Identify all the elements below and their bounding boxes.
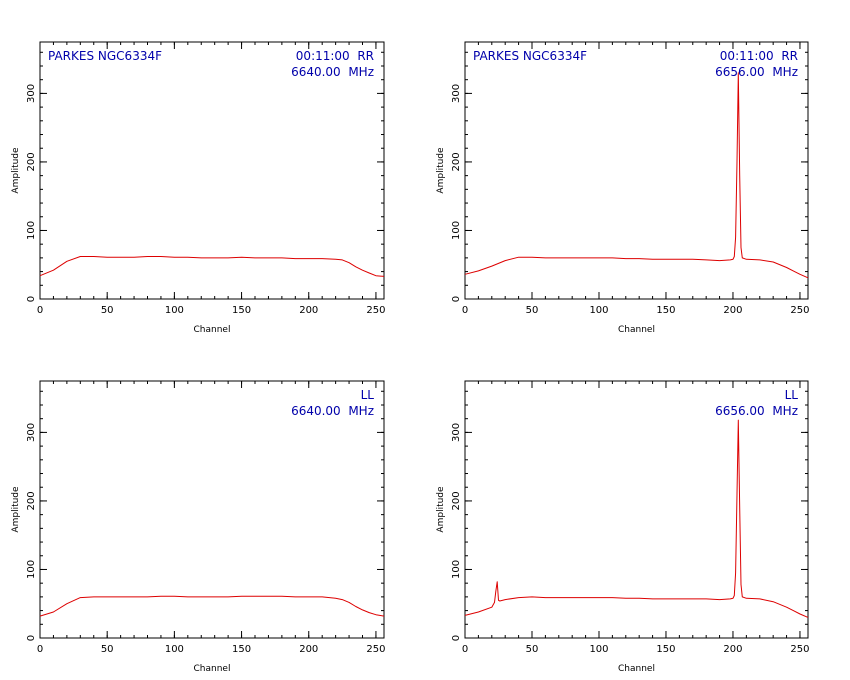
spectrum-line-1 bbox=[39, 256, 385, 277]
spectrum-line-1 bbox=[39, 595, 385, 617]
x-tick-label: 200 bbox=[723, 305, 742, 316]
x-tick-label: 150 bbox=[656, 644, 675, 655]
spectrum-panel-1: 0 50 100 150 200 250 0 100 200 300 Channel Amplitud… bbox=[11, 41, 385, 335]
x-axis-title: Channel bbox=[618, 325, 655, 335]
y-axis-title: Amplitude bbox=[11, 486, 21, 533]
y-tick-label: 200 bbox=[451, 152, 462, 171]
spectrum-panel-2: 0 50 100 150 200 250 0 100 200 300 Channel Amplitud… bbox=[436, 41, 810, 335]
time-polarization-label: LL bbox=[785, 388, 799, 402]
x-tick-label: 250 bbox=[790, 305, 809, 316]
x-tick-label: 150 bbox=[232, 644, 251, 655]
spectrum-panel-3: 0 50 100 150 200 250 0 100 200 300 Channel Amplitud… bbox=[11, 380, 385, 674]
x-tick-label: 50 bbox=[526, 305, 539, 316]
x-tick-label: 100 bbox=[165, 305, 184, 316]
spectrum-line-1 bbox=[464, 72, 809, 279]
y-tick-label: 200 bbox=[26, 152, 37, 171]
source-name-label: PARKES NGC6334F bbox=[473, 49, 587, 63]
plot-frame bbox=[464, 41, 809, 300]
plot-frame bbox=[464, 380, 809, 639]
y-tick-label: 300 bbox=[26, 84, 37, 103]
time-polarization-label: 00:11:00 RR bbox=[296, 49, 374, 63]
y-tick-label: 0 bbox=[451, 296, 462, 302]
y-tick-label: 300 bbox=[451, 423, 462, 442]
x-axis-title: Channel bbox=[194, 325, 231, 335]
y-tick-label: 300 bbox=[26, 423, 37, 442]
x-tick-label: 0 bbox=[37, 644, 43, 655]
x-tick-label: 100 bbox=[589, 305, 608, 316]
x-tick-label: 0 bbox=[462, 644, 468, 655]
x-tick-label: 50 bbox=[101, 644, 114, 655]
x-tick-label: 200 bbox=[299, 305, 318, 316]
time-polarization-label: LL bbox=[361, 388, 375, 402]
y-tick-label: 0 bbox=[26, 635, 37, 641]
y-tick-label: 200 bbox=[451, 491, 462, 510]
x-tick-label: 100 bbox=[589, 644, 608, 655]
y-tick-label: 100 bbox=[26, 221, 37, 240]
source-name-label: PARKES NGC6334F bbox=[48, 49, 162, 63]
x-tick-label: 150 bbox=[232, 305, 251, 316]
x-tick-label: 150 bbox=[656, 305, 675, 316]
x-tick-label: 50 bbox=[526, 644, 539, 655]
frequency-label: 6640.00 MHz bbox=[291, 65, 374, 79]
x-tick-label: 200 bbox=[723, 644, 742, 655]
y-axis-title: Amplitude bbox=[436, 147, 446, 194]
frequency-label: 6656.00 MHz bbox=[715, 65, 798, 79]
x-tick-label: 250 bbox=[790, 644, 809, 655]
x-tick-label: 0 bbox=[37, 305, 43, 316]
x-tick-label: 100 bbox=[165, 644, 184, 655]
y-tick-label: 200 bbox=[26, 491, 37, 510]
spectrum-line-1 bbox=[464, 419, 809, 618]
y-tick-label: 100 bbox=[26, 560, 37, 579]
y-axis-title: Amplitude bbox=[436, 486, 446, 533]
frequency-label: 6656.00 MHz bbox=[715, 404, 798, 418]
y-tick-label: 0 bbox=[26, 296, 37, 302]
x-tick-label: 50 bbox=[101, 305, 114, 316]
x-axis-title: Channel bbox=[618, 664, 655, 674]
x-tick-label: 200 bbox=[299, 644, 318, 655]
x-tick-label: 250 bbox=[366, 305, 385, 316]
y-tick-label: 300 bbox=[451, 84, 462, 103]
y-axis-title: Amplitude bbox=[11, 147, 21, 194]
frequency-label: 6640.00 MHz bbox=[291, 404, 374, 418]
plot-frame bbox=[39, 41, 385, 300]
x-axis-title: Channel bbox=[194, 664, 231, 674]
time-polarization-label: 00:11:00 RR bbox=[720, 49, 798, 63]
spectrum-panel-4: 0 50 100 150 200 250 0 100 200 300 Channel Amplitud… bbox=[436, 380, 810, 674]
x-tick-label: 250 bbox=[366, 644, 385, 655]
plot-frame bbox=[39, 380, 385, 639]
y-tick-label: 100 bbox=[451, 221, 462, 240]
y-tick-label: 0 bbox=[451, 635, 462, 641]
x-tick-label: 0 bbox=[462, 305, 468, 316]
y-tick-label: 100 bbox=[451, 560, 462, 579]
